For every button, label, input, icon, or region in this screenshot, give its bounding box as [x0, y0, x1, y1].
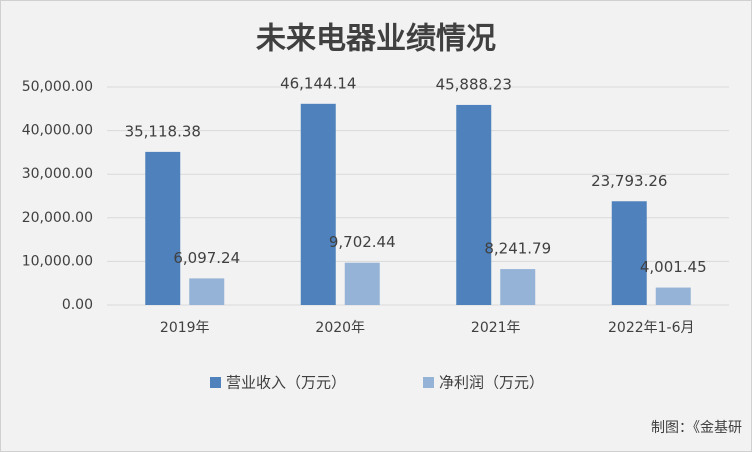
value-label: 9,702.44 [329, 233, 396, 251]
bar [344, 262, 380, 305]
value-label: 23,793.26 [591, 172, 667, 190]
value-label: 6,097.24 [173, 249, 240, 267]
bar [300, 103, 336, 305]
y-tick-label: 40,000.00 [22, 123, 93, 139]
legend-marker [210, 377, 221, 388]
value-label: 46,144.14 [280, 74, 356, 92]
x-tick-label: 2021年 [471, 320, 521, 336]
legend-label: 营业收入（万元） [226, 374, 346, 392]
chart-title: 未来电器业绩情况 [256, 22, 496, 57]
bar [456, 104, 492, 306]
legend-label: 净利润（万元） [439, 374, 544, 392]
value-label: 45,888.23 [436, 75, 512, 93]
y-tick-label: 10,000.00 [22, 253, 93, 269]
legend-marker [423, 377, 434, 388]
x-tick-label: 2020年 [315, 320, 365, 336]
value-label: 8,241.79 [484, 240, 551, 258]
bar [500, 269, 536, 305]
bar [611, 201, 647, 305]
source-note: 制图：《金基研 [651, 419, 742, 436]
bar [145, 151, 181, 305]
y-tick-label: 30,000.00 [22, 166, 93, 182]
x-tick-label: 2019年 [160, 320, 210, 336]
bar [189, 278, 225, 305]
bar [655, 287, 691, 305]
x-tick-label: 2022年1-6月 [608, 320, 695, 336]
value-label: 4,001.45 [640, 258, 707, 276]
y-tick-label: 50,000.00 [22, 79, 93, 95]
value-label: 35,118.38 [125, 122, 201, 140]
y-tick-label: 0.00 [62, 297, 93, 313]
y-tick-label: 20,000.00 [22, 210, 93, 226]
